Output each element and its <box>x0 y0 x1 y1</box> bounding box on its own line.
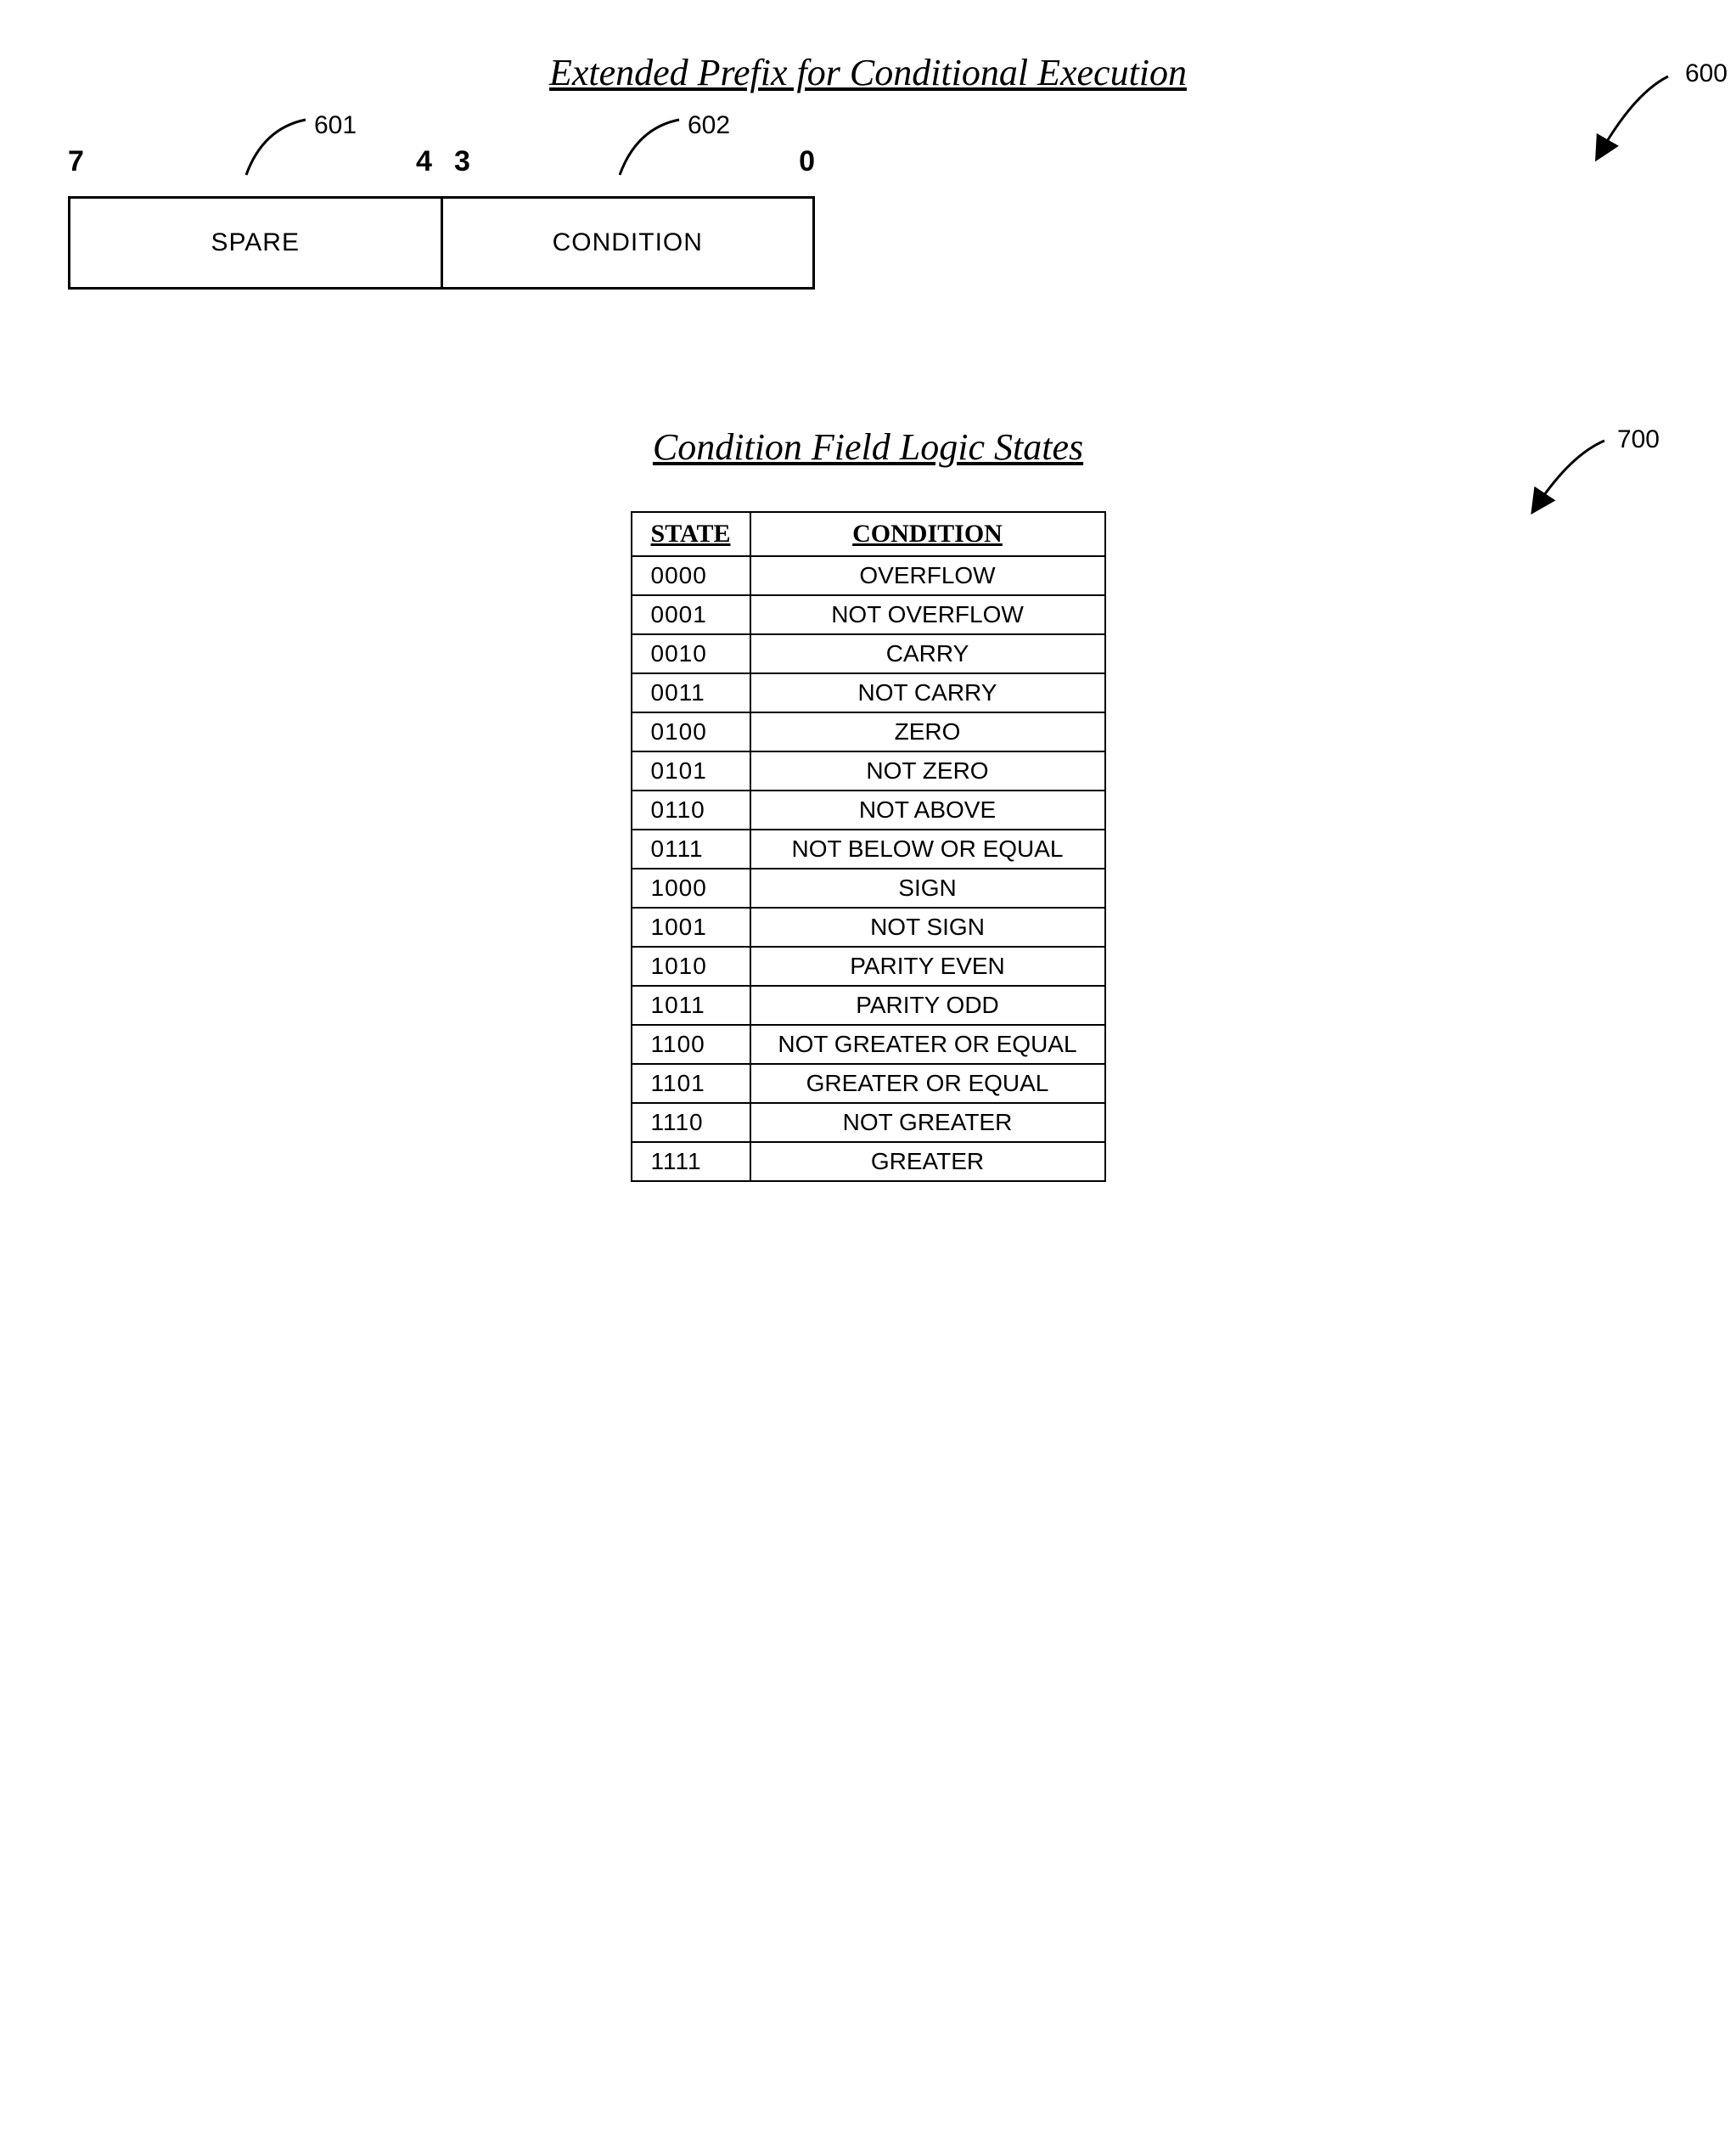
state-cell: 1010 <box>632 947 750 986</box>
state-cell: 1110 <box>632 1103 750 1142</box>
condition-cell: PARITY ODD <box>750 986 1105 1025</box>
condition-cell: GREATER <box>750 1142 1105 1181</box>
figure-700-title: Condition Field Logic States <box>68 425 1668 469</box>
state-cell: 1001 <box>632 908 750 947</box>
field-condition: CONDITION <box>441 199 813 287</box>
table-row: 0110NOT ABOVE <box>632 791 1105 830</box>
col-header-condition: CONDITION <box>750 512 1105 556</box>
condition-cell: CARRY <box>750 634 1105 673</box>
table-row: 1101GREATER OR EQUAL <box>632 1064 1105 1103</box>
bit-0: 0 <box>799 145 815 178</box>
state-cell: 0110 <box>632 791 750 830</box>
leader-601 <box>238 120 314 179</box>
table-row: 1111GREATER <box>632 1142 1105 1181</box>
state-cell: 1101 <box>632 1064 750 1103</box>
condition-cell: ZERO <box>750 712 1105 751</box>
condition-states-table: STATE CONDITION 0000OVERFLOW0001NOT OVER… <box>631 511 1106 1182</box>
table-row: 1100NOT GREATER OR EQUAL <box>632 1025 1105 1064</box>
leader-602 <box>611 120 688 179</box>
condition-cell: OVERFLOW <box>750 556 1105 595</box>
state-cell: 0000 <box>632 556 750 595</box>
bit-index-row: 7 4 3 0 601 602 <box>68 145 815 196</box>
table-row: 1010PARITY EVEN <box>632 947 1105 986</box>
state-cell: 1011 <box>632 986 750 1025</box>
table-row: 0111NOT BELOW OR EQUAL <box>632 830 1105 869</box>
prefix-byte-box: SPARE CONDITION <box>68 196 815 290</box>
table-row: 1001NOT SIGN <box>632 908 1105 947</box>
condition-cell: NOT SIGN <box>750 908 1105 947</box>
state-cell: 1000 <box>632 869 750 908</box>
table-row: 0100ZERO <box>632 712 1105 751</box>
ref-601: 601 <box>314 111 357 140</box>
condition-cell: NOT ZERO <box>750 751 1105 791</box>
state-cell: 0100 <box>632 712 750 751</box>
table-row: 0101NOT ZERO <box>632 751 1105 791</box>
ref-602: 602 <box>688 111 730 140</box>
state-cell: 0010 <box>632 634 750 673</box>
arrow-700 <box>1524 434 1617 519</box>
state-cell: 0101 <box>632 751 750 791</box>
figure-600-title: Extended Prefix for Conditional Executio… <box>68 51 1668 94</box>
condition-cell: NOT OVERFLOW <box>750 595 1105 634</box>
bit-4: 4 <box>416 145 432 178</box>
state-cell: 1100 <box>632 1025 750 1064</box>
figure-700-label: 700 <box>1617 425 1660 454</box>
condition-cell: NOT GREATER <box>750 1103 1105 1142</box>
col-header-state: STATE <box>632 512 750 556</box>
condition-cell: NOT BELOW OR EQUAL <box>750 830 1105 869</box>
prefix-byte-diagram: 7 4 3 0 601 602 SPARE CONDITION <box>68 145 815 290</box>
bit-3: 3 <box>454 145 470 178</box>
figure-600: Extended Prefix for Conditional Executio… <box>68 51 1668 290</box>
table-row: 1110NOT GREATER <box>632 1103 1105 1142</box>
figure-600-label: 600 <box>1685 59 1728 88</box>
table-row: 1000SIGN <box>632 869 1105 908</box>
condition-cell: NOT CARRY <box>750 673 1105 712</box>
figure-700: Condition Field Logic States 700 STATE C… <box>68 425 1668 1182</box>
condition-states-table-wrap: STATE CONDITION 0000OVERFLOW0001NOT OVER… <box>631 511 1106 1182</box>
table-row: 0000OVERFLOW <box>632 556 1105 595</box>
condition-cell: GREATER OR EQUAL <box>750 1064 1105 1103</box>
state-cell: 0001 <box>632 595 750 634</box>
table-row: 0001NOT OVERFLOW <box>632 595 1105 634</box>
field-spare: SPARE <box>70 199 441 287</box>
arrow-600 <box>1583 68 1685 170</box>
condition-cell: NOT ABOVE <box>750 791 1105 830</box>
bit-7: 7 <box>68 145 84 178</box>
state-cell: 0111 <box>632 830 750 869</box>
field-condition-label: CONDITION <box>553 228 703 257</box>
field-spare-label: SPARE <box>211 228 300 257</box>
condition-cell: SIGN <box>750 869 1105 908</box>
condition-cell: PARITY EVEN <box>750 947 1105 986</box>
table-row: 0011NOT CARRY <box>632 673 1105 712</box>
state-cell: 1111 <box>632 1142 750 1181</box>
table-row: 1011PARITY ODD <box>632 986 1105 1025</box>
state-cell: 0011 <box>632 673 750 712</box>
table-row: 0010CARRY <box>632 634 1105 673</box>
condition-cell: NOT GREATER OR EQUAL <box>750 1025 1105 1064</box>
